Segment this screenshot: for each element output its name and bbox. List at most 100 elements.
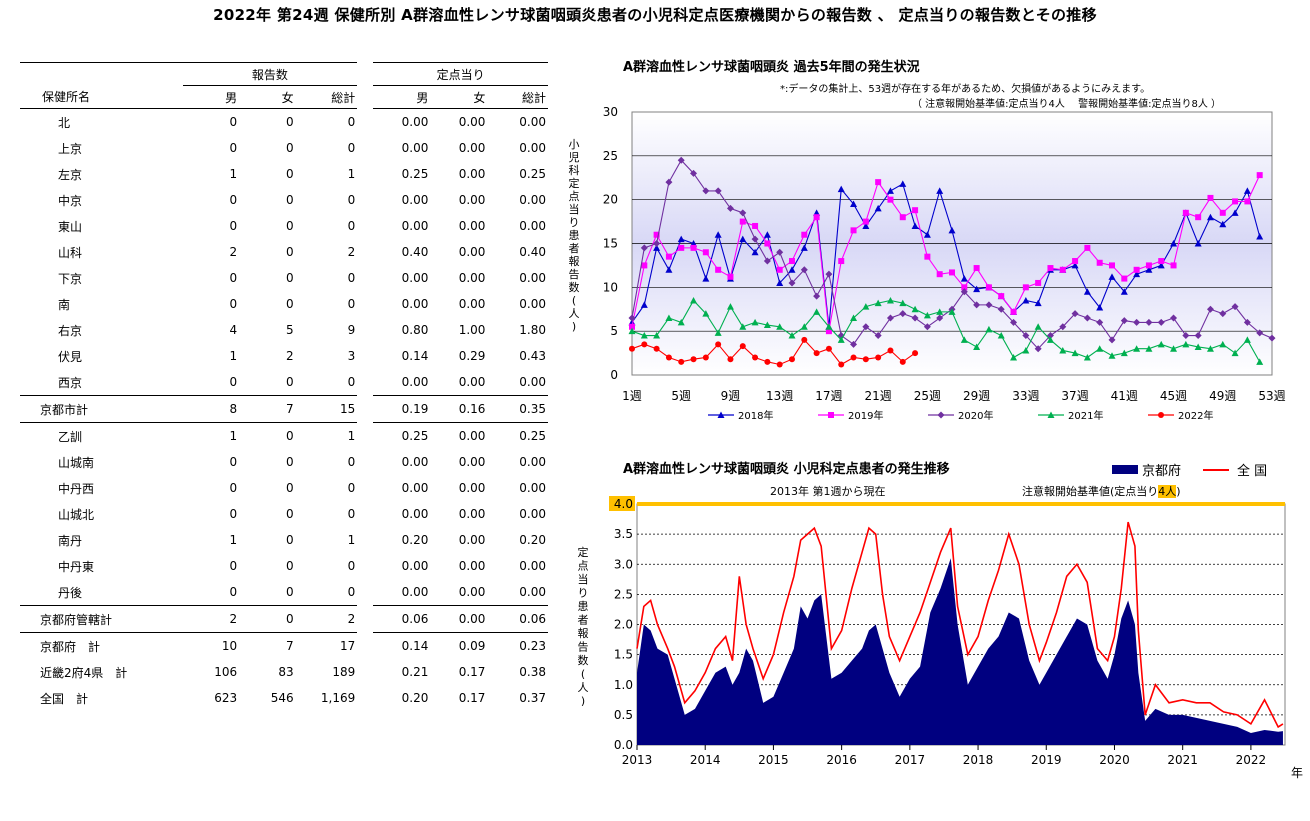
cell-male-per: 0.25 [357,422,431,449]
chart1-point-2021年 [1108,352,1116,359]
table-row: 上京 0 0 0 0.00 0.00 0.00 [20,135,548,161]
cell-male-per: 0.00 [357,291,431,317]
cell-total: 3 [347,349,356,363]
chart1-point-2018年 [1108,273,1116,280]
cell-male: 0 [229,559,238,573]
cell-female: 0 [285,559,294,573]
chart1-point-2020年 [1120,317,1128,325]
chart1-point-2020年 [1059,323,1067,331]
chart1-point-2021年 [936,308,944,315]
threshold-value: 4人 [1158,485,1177,498]
chart1-x-tick-label: 37週 [1061,389,1088,403]
chart2-y-axis-label-char: 数 [578,654,589,667]
chart1-point-2021年 [923,311,931,319]
cell-total: 0 [347,481,356,495]
chart1-point-2021年 [1219,340,1227,348]
cell-male: 0 [229,115,238,129]
cell-female: 0 [285,375,294,389]
chart1-point-2021年 [985,325,993,333]
chart2-national-line [636,521,1284,729]
chart1-point-2018年 [1145,266,1153,273]
chart1-point-2020年 [874,332,882,340]
threshold-suffix: ) [1176,485,1181,498]
chart1-point-2019年 [924,253,931,260]
chart1-x-tick-label: 33週 [1012,389,1039,403]
chart1-point-2022年 [813,350,820,357]
cell-male: 2 [229,245,238,259]
chart1-point-2021年 [973,343,981,350]
chart1-point-2021年 [911,305,919,313]
chart1-point-2020年 [726,204,734,212]
center-name: 上京 [58,141,83,156]
chart1-legend-marker-2020年 [937,411,945,419]
chart1-point-2022年 [629,345,635,352]
chart1-point-2020年 [739,209,747,217]
chart1-point-2022年 [887,347,894,354]
cell-male-per: 0.00 [357,475,431,501]
chart1-point-2019年 [1207,194,1214,201]
chart1-point-2019年 [629,323,635,330]
center-name: 京都府 計 [40,639,101,654]
chart1-point-2021年 [788,332,796,339]
chart2-y-tick-label: 0.0 [614,738,633,752]
cell-female: 7 [239,395,296,423]
cell-total: 1 [347,167,356,181]
chart1-point-2019年 [850,227,857,234]
cell-male-per: 0.21 [357,659,431,685]
chart1-point-2018年 [837,185,845,193]
page-title: 2022年 第24週 保健所別 A群溶血性レンサ球菌咽頭炎患者の小児科定点医療機… [213,6,1097,24]
chart1-weekly-line-chart: 0 5 10 15 20 25 30 1週 5週 9週 13週 17週 21週 25週 29週 33週 37週 4… [569,105,1286,422]
cell-male: 106 [214,665,238,679]
cell-male: 0 [229,141,238,155]
chart1-point-2020年 [788,279,796,287]
chart1-point-2021年 [874,299,882,307]
chart2-period: 2013年 第1週から現在 [770,485,886,498]
chart1-y-axis-label-char: 科 [569,163,580,177]
cell-female: 0 [285,297,294,311]
chart1-title: A群溶血性レンサ球菌咽頭炎 過去5年間の発生状況 [623,60,920,75]
chart2-y-axis-label-char: り [578,587,589,600]
chart1-point-2020年 [628,314,636,322]
chart1-point-2021年 [739,323,747,330]
cell-total: 2 [347,245,356,259]
cell-female-per: 0.09 [458,639,486,653]
cell-female: 0 [285,193,294,207]
cell-total-per: 0.43 [519,349,546,363]
table-row: 右京 4 5 9 0.80 1.00 1.80 [20,317,548,343]
chart1-point-2019年 [789,258,795,265]
chart1-point-2021年 [690,296,698,304]
chart1-point-2018年 [1022,296,1030,304]
chart1-y-axis-label-char: 児 [569,151,580,164]
chart1-legend-label: 2022年 [1178,409,1213,422]
chart1-point-2021年 [1157,340,1165,348]
chart1-point-2019年 [912,207,919,214]
center-name: 山城南 [58,455,95,470]
chart1-point-2021年 [1182,340,1190,348]
cell-total: 0 [347,219,356,233]
chart1-y-tick-label: 30 [603,105,618,119]
chart1-point-2021年 [1231,349,1239,357]
cell-female-per: 0.17 [458,665,486,679]
table-row: 京都府管轄計 2 0 2 0.06 0.00 0.06 [20,605,548,633]
cell-total-per: 0.00 [519,481,546,495]
cell-total: 0 [347,507,356,521]
chart1-point-2020年 [813,292,821,300]
chart1-point-2020年 [1157,318,1165,326]
chart2-x-tick-label: 2013 [622,753,653,767]
chart1-y-axis-label-char: 告 [569,268,580,281]
cell-male-per: 0.06 [357,605,431,633]
chart1-point-2018年 [1194,240,1202,247]
center-name: 伏見 [58,349,83,364]
cell-male: 1 [229,349,238,363]
center-name: 乙訓 [58,429,83,444]
chart1-x-tick-label: 9週 [721,389,741,403]
chart1-point-2018年 [1206,213,1214,221]
cell-female-per: 0.00 [458,115,486,129]
chart1-point-2021年 [1059,346,1067,354]
chart1-x-tick-label: 1週 [622,389,642,403]
chart1-note-thresholds: （ 注意報開始基準値:定点当り4人 警報開始基準値:定点当り8人 ） [912,99,1221,110]
chart1-x-tick-label: 53週 [1258,389,1285,403]
chart1-point-2018年 [874,204,882,212]
chart1-point-2020年 [985,301,993,309]
chart1-legend-marker-2019年 [828,412,834,418]
